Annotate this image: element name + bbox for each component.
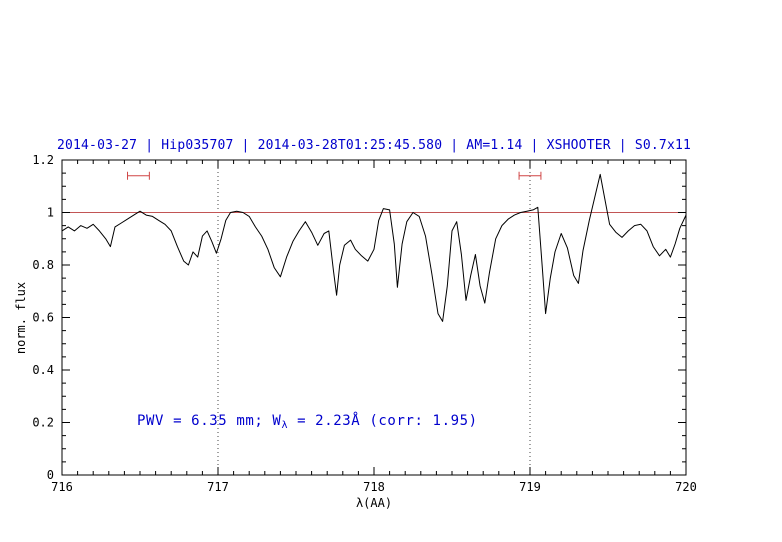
pwv-annotation-subscript: λ: [281, 420, 289, 431]
x-tick-label: 720: [675, 480, 697, 494]
y-tick-label: 0: [47, 468, 54, 482]
y-tick-label: 0.6: [32, 311, 54, 325]
x-tick-label: 716: [51, 480, 73, 494]
x-tick-label: 718: [363, 480, 385, 494]
spectrum-line: [61, 173, 687, 322]
y-tick-label: 0.8: [32, 258, 54, 272]
pwv-annotation: PWV = 6.35 mm; Wλ = 2.23Å (corr: 1.95): [137, 413, 478, 431]
x-tick-label: 719: [519, 480, 541, 494]
x-axis-label: λ(AA): [355, 496, 393, 510]
y-tick-label: 1: [47, 206, 54, 220]
pwv-annotation-suffix: = 2.23Å (corr: 1.95): [288, 413, 478, 429]
y-tick-label: 0.4: [32, 363, 54, 377]
plot-title: 2014-03-27 | Hip035707 | 2014-03-28T01:2…: [56, 138, 692, 153]
y-tick-label: 0.2: [32, 416, 54, 430]
x-tick-label: 717: [207, 480, 229, 494]
y-tick-label: 1.2: [32, 153, 54, 167]
pwv-annotation-prefix: PWV = 6.35 mm; W: [137, 413, 282, 429]
